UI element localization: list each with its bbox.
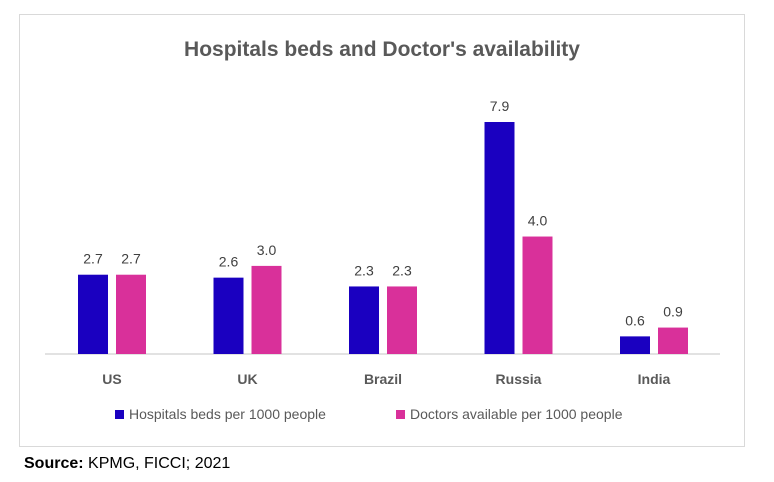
- bar-uk-series-0: [213, 277, 244, 354]
- bar-russia-series-1: [522, 236, 553, 354]
- data-label: 2.3: [392, 262, 412, 278]
- x-tick-label: Russia: [496, 371, 542, 387]
- bar-brazil-series-1: [387, 286, 417, 354]
- legend-swatch: [396, 410, 405, 419]
- data-label: 0.6: [625, 312, 645, 328]
- data-label: 2.6: [219, 254, 239, 270]
- source-label: Source:: [24, 455, 84, 472]
- x-tick-label: Brazil: [364, 371, 402, 387]
- bar-india-series-1: [658, 327, 688, 354]
- data-label: 2.7: [121, 251, 141, 267]
- bar-uk-series-1: [251, 265, 282, 354]
- bar-brazil-series-0: [349, 286, 379, 354]
- chart-title: Hospitals beds and Doctor's availability: [184, 38, 580, 61]
- bar-russia-series-0: [484, 122, 515, 354]
- x-tick-label: India: [638, 371, 671, 387]
- data-label: 4.0: [528, 213, 548, 229]
- data-label: 0.9: [663, 304, 683, 320]
- data-label: 3.0: [257, 242, 277, 258]
- source-text: KPMG, FICCI; 2021: [83, 455, 231, 472]
- source-note: Source: KPMG, FICCI; 2021: [24, 455, 230, 473]
- bar-india-series-0: [620, 336, 650, 354]
- legend-swatch: [115, 410, 124, 419]
- x-tick-label: UK: [237, 371, 257, 387]
- data-label: 7.9: [490, 98, 510, 114]
- chart-frame: [19, 14, 745, 447]
- x-tick-label: US: [102, 371, 121, 387]
- legend-entry: Doctors available per 1000 people: [410, 406, 623, 422]
- bar-us-series-0: [78, 274, 108, 354]
- legend-entry: Hospitals beds per 1000 people: [129, 406, 326, 422]
- data-label: 2.7: [83, 251, 103, 267]
- bar-us-series-1: [116, 274, 146, 354]
- data-label: 2.3: [354, 262, 374, 278]
